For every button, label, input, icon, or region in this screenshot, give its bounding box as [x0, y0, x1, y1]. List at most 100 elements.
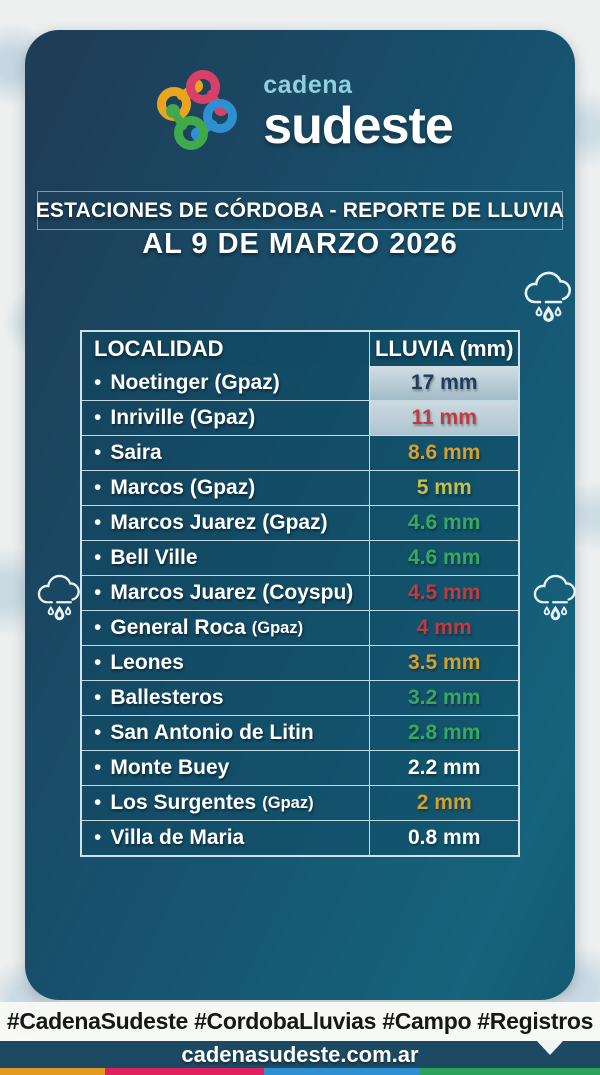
rainfall-value-cell: 5 mm	[369, 471, 518, 505]
locality-cell: • Saira	[82, 436, 370, 470]
rain-cloud-icon	[30, 566, 88, 624]
locality-cell: • General Roca (Gpaz)	[82, 611, 370, 645]
rainfall-value-cell: 4.6 mm	[369, 541, 518, 575]
brand-name-main: sudeste	[263, 97, 454, 155]
rainfall-value: 5 mm	[416, 476, 472, 499]
table-row: • Marcos Juarez (Coyspu) 4.5 mm	[82, 575, 518, 610]
rain-cloud-icon	[516, 262, 580, 326]
column-header-localidad: LOCALIDAD	[82, 332, 370, 366]
table-row: • Noetinger (Gpaz) 17 mm	[82, 366, 518, 400]
table-row: • Bell Ville 4.6 mm	[82, 540, 518, 575]
locality-name: Leones	[110, 651, 184, 674]
locality-name: Marcos Juarez	[110, 581, 257, 604]
bullet-icon: •	[94, 546, 102, 569]
bullet-icon: •	[94, 371, 102, 394]
rainfall-value: 2.2 mm	[408, 756, 481, 779]
locality-cell: • Ballesteros	[82, 681, 370, 715]
rainfall-value: 2.8 mm	[408, 721, 481, 744]
locality-cell: • Inriville (Gpaz)	[82, 401, 370, 435]
report-title-box: ESTACIONES DE CÓRDOBA - REPORTE DE LLUVI…	[35, 191, 565, 230]
locality-name: Marcos	[110, 476, 184, 499]
brand-logo: cadena sudeste	[0, 60, 600, 165]
locality-suffix: (Gpaz)	[262, 511, 328, 534]
rainfall-table: LOCALIDAD LLUVIA (mm) • Noetinger (Gpaz) 17…	[80, 330, 520, 857]
pointer-triangle	[536, 1040, 564, 1055]
locality-name: San Antonio de Litin	[110, 721, 314, 744]
locality-suffix: (Gpaz)	[189, 476, 256, 499]
table-row: • Ballesteros 3.2 mm	[82, 680, 518, 715]
bullet-icon: •	[94, 511, 102, 534]
rainfall-value: 4.6 mm	[408, 546, 481, 569]
locality-cell: • Marcos Juarez (Gpaz)	[82, 506, 370, 540]
locality-name: Saira	[110, 441, 162, 464]
rainfall-value: 11 mm	[411, 406, 477, 429]
locality-cell: • Marcos (Gpaz)	[82, 471, 370, 505]
bullet-icon: •	[94, 616, 102, 639]
rainfall-value: 8.6 mm	[408, 441, 481, 464]
color-bar-segment	[105, 1068, 264, 1075]
locality-cell: • San Antonio de Litin	[82, 716, 370, 750]
locality-cell: • Marcos Juarez (Coyspu)	[82, 576, 370, 610]
column-header-lluvia: LLUVIA (mm)	[369, 332, 518, 366]
table-row: • Inriville (Gpaz) 11 mm	[82, 400, 518, 435]
rainfall-value: 17 mm	[410, 371, 478, 394]
rainfall-value-cell: 17 mm	[369, 366, 518, 400]
rainfall-value: 3.2 mm	[408, 686, 481, 709]
locality-suffix: (Gpaz)	[262, 793, 314, 812]
locality-suffix: (Gpaz)	[214, 371, 280, 394]
rainfall-value: 2 mm	[416, 791, 472, 814]
locality-name: Villa de Maria	[110, 826, 245, 849]
rainfall-value-cell: 4.5 mm	[369, 576, 518, 610]
rainfall-value-cell: 4.6 mm	[369, 506, 518, 540]
bullet-icon: •	[94, 721, 102, 744]
website-url[interactable]: cadenasudeste.com.ar	[181, 1041, 419, 1067]
table-row: • Leones 3.5 mm	[82, 645, 518, 680]
rainfall-value: 4.6 mm	[408, 511, 481, 534]
locality-name: Marcos Juarez	[110, 511, 257, 534]
locality-cell: • Villa de Maria	[82, 821, 370, 855]
locality-name: Los Surgentes	[110, 791, 257, 814]
bullet-icon: •	[94, 651, 102, 674]
bullet-icon: •	[94, 791, 102, 814]
locality-cell: • Noetinger (Gpaz)	[82, 366, 370, 400]
locality-cell: • Monte Buey	[82, 751, 370, 785]
rainfall-value-cell: 11 mm	[369, 401, 518, 435]
bullet-icon: •	[94, 686, 102, 709]
table-row: • Marcos Juarez (Gpaz) 4.6 mm	[82, 505, 518, 540]
rainfall-value-cell: 2.8 mm	[369, 716, 518, 750]
rain-cloud-icon	[526, 566, 584, 624]
knot-logo-icon	[147, 60, 247, 165]
bullet-icon: •	[94, 476, 102, 499]
bullet-icon: •	[94, 826, 102, 849]
bullet-icon: •	[94, 756, 102, 779]
rainfall-value-cell: 8.6 mm	[369, 436, 518, 470]
rainfall-value-cell: 2.2 mm	[369, 751, 518, 785]
brand-wordmark: cadena sudeste	[263, 71, 454, 155]
website-bar: cadenasudeste.com.ar	[0, 1041, 600, 1068]
rainfall-value-cell: 3.2 mm	[369, 681, 518, 715]
locality-suffix: (Gpaz)	[251, 618, 304, 637]
rainfall-value-cell: 2 mm	[369, 786, 518, 820]
color-bar-segment	[0, 1068, 105, 1075]
bullet-icon: •	[94, 441, 102, 464]
locality-name: Bell Ville	[110, 546, 198, 569]
rainfall-value: 3.5 mm	[408, 651, 481, 674]
table-header-row: LOCALIDAD LLUVIA (mm)	[82, 332, 518, 366]
table-row: • Los Surgentes (Gpaz) 2 mm	[82, 785, 518, 820]
bullet-icon: •	[94, 406, 102, 429]
locality-cell: • Bell Ville	[82, 541, 370, 575]
rainfall-value: 4 mm	[416, 616, 472, 639]
hashtags: #CadenaSudeste #CordobaLluvias #Campo #R…	[6, 1008, 594, 1034]
bullet-icon: •	[94, 581, 102, 604]
table-row: • Marcos (Gpaz) 5 mm	[82, 470, 518, 505]
report-title: ESTACIONES DE CÓRDOBA - REPORTE DE LLUVI…	[35, 198, 565, 222]
locality-cell: • Leones	[82, 646, 370, 680]
table-row: • General Roca (Gpaz) 4 mm	[82, 610, 518, 645]
rainfall-value-cell: 0.8 mm	[369, 821, 518, 855]
rainfall-value: 0.8 mm	[408, 826, 481, 849]
rainfall-value-cell: 3.5 mm	[369, 646, 518, 680]
locality-name: Ballesteros	[110, 686, 224, 709]
brand-name-top: cadena	[263, 71, 353, 99]
locality-suffix: (Gpaz)	[189, 406, 256, 429]
